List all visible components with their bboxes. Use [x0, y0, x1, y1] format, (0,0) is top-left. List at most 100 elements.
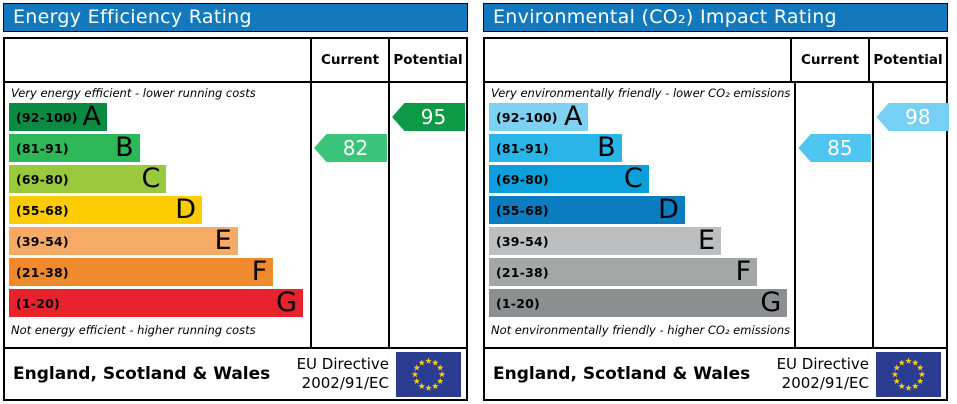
band-letter: B	[115, 132, 134, 163]
band-bar: (55-68) D	[489, 196, 685, 224]
eu-directive-line2: 2002/91/EC	[301, 374, 389, 392]
band-range: (69-80)	[16, 171, 69, 187]
bottom-caption: Not environmentally friendly - higher CO…	[491, 323, 791, 337]
band-bar: (81-91) B	[489, 134, 622, 162]
eu-flag-icon	[876, 351, 941, 397]
table-footer: England, Scotland & Wales EU Directive 2…	[485, 347, 946, 399]
band-range: (92-100)	[496, 109, 558, 125]
panel-title: Energy Efficiency Rating	[13, 6, 252, 28]
potential-rating-value: 98	[905, 105, 931, 129]
table-header-row: Current Potential	[5, 39, 466, 83]
eu-directive-label: EU Directive 2002/91/EC	[297, 355, 389, 393]
band-letter: E	[697, 225, 716, 256]
band-bar: (21-38) F	[489, 256, 758, 287]
band-letter: F	[251, 256, 268, 287]
band-letter: B	[597, 132, 616, 163]
band-row-e: (39-54) E	[9, 227, 306, 258]
current-column: 85	[794, 83, 872, 347]
band-bar: (92-100) A	[489, 101, 589, 132]
band-range: (1-20)	[16, 295, 60, 311]
potential-column: 95	[388, 83, 466, 347]
band-range: (21-38)	[16, 264, 69, 280]
potential-rating-arrow: 95	[392, 103, 465, 131]
band-range: (81-91)	[496, 140, 549, 156]
band-chart: Very environmentally friendly - lower CO…	[485, 83, 794, 347]
region-label: England, Scotland & Wales	[13, 364, 271, 384]
band-bar: (1-20) G	[9, 287, 304, 318]
eu-directive-label: EU Directive 2002/91/EC	[777, 355, 869, 393]
band-list: (92-100) A (81-91) B (69-80) C (55-68) D (39-54)…	[9, 103, 306, 320]
band-letter: C	[141, 163, 161, 194]
band-range: (55-68)	[16, 202, 69, 218]
current-rating-arrow: 85	[798, 134, 872, 162]
rating-table: Current Potential Very environmentally f…	[483, 37, 950, 401]
current-rating-value: 85	[827, 136, 853, 160]
band-row-g: (1-20) G	[489, 289, 790, 320]
band-range: (39-54)	[496, 233, 549, 249]
band-range: (39-54)	[16, 233, 69, 249]
band-row-d: (55-68) D	[9, 196, 306, 227]
energy-efficiency-panel: Energy Efficiency Rating Current Potenti…	[3, 3, 468, 404]
environmental-impact-panel: Environmental (CO₂) Impact Rating Curren…	[483, 3, 950, 404]
band-row-c: (69-80) C	[489, 165, 790, 196]
table-footer: England, Scotland & Wales EU Directive 2…	[5, 347, 466, 399]
table-header-row: Current Potential	[485, 39, 946, 83]
band-range: (21-38)	[496, 264, 549, 280]
potential-column-header: Potential	[868, 39, 946, 81]
panel-title: Environmental (CO₂) Impact Rating	[493, 6, 837, 28]
eu-directive-line2: 2002/91/EC	[781, 374, 869, 392]
band-range: (69-80)	[496, 171, 549, 187]
current-column: 82	[310, 83, 388, 347]
panel-title-bar: Environmental (CO₂) Impact Rating	[483, 3, 948, 32]
band-range: (92-100)	[16, 109, 78, 125]
eu-directive-line1: EU Directive	[296, 355, 389, 374]
potential-rating-arrow: 98	[876, 103, 950, 131]
bottom-caption: Not energy efficient - higher running co…	[11, 323, 256, 337]
band-row-a: (92-100) A	[489, 103, 790, 134]
current-rating-arrow: 82	[314, 134, 387, 162]
band-row-e: (39-54) E	[489, 227, 790, 258]
potential-rating-value: 95	[420, 105, 447, 129]
band-bar: (81-91) B	[9, 134, 140, 162]
band-letter: G	[276, 287, 298, 318]
band-range: (1-20)	[496, 295, 540, 311]
current-rating-value: 82	[342, 136, 369, 160]
band-row-g: (1-20) G	[9, 289, 306, 320]
band-list: (92-100) A (81-91) B (69-80) C (55-68) D (39-54)…	[489, 103, 790, 320]
top-caption: Very energy efficient - lower running co…	[11, 86, 256, 100]
region-label: England, Scotland & Wales	[493, 364, 751, 384]
band-bar: (21-38) F	[9, 256, 274, 287]
eu-flag-icon	[396, 351, 461, 397]
band-range: (81-91)	[16, 140, 69, 156]
current-column-header: Current	[790, 39, 868, 81]
band-letter: A	[82, 101, 101, 132]
band-bar: (39-54) E	[489, 225, 722, 256]
band-bar: (92-100) A	[9, 103, 107, 131]
panel-title-bar: Energy Efficiency Rating	[3, 3, 468, 32]
band-chart: Very energy efficient - lower running co…	[5, 83, 310, 347]
empty-header-cell	[5, 39, 310, 81]
band-letter: E	[214, 225, 232, 256]
rating-table: Current Potential Very energy efficient …	[3, 37, 468, 401]
band-row-b: (81-91) B	[9, 134, 306, 165]
band-bar: (69-80) C	[489, 165, 649, 193]
band-row-a: (92-100) A	[9, 103, 306, 134]
top-caption: Very environmentally friendly - lower CO…	[491, 86, 791, 100]
band-row-f: (21-38) F	[9, 258, 306, 289]
chart-row: Very energy efficient - lower running co…	[5, 83, 466, 347]
band-letter: D	[175, 194, 197, 225]
band-letter: C	[623, 163, 643, 194]
potential-column: 98	[872, 83, 950, 347]
empty-header-cell	[485, 39, 790, 81]
potential-column-header: Potential	[388, 39, 466, 81]
band-letter: F	[735, 256, 752, 287]
band-letter: G	[760, 287, 782, 318]
band-bar: (69-80) C	[9, 163, 167, 194]
band-letter: D	[658, 194, 679, 225]
eu-directive-line1: EU Directive	[776, 355, 869, 374]
band-letter: A	[563, 101, 583, 132]
band-bar: (1-20) G	[489, 287, 788, 318]
band-range: (55-68)	[496, 202, 549, 218]
band-row-b: (81-91) B	[489, 134, 790, 165]
band-row-d: (55-68) D	[489, 196, 790, 227]
